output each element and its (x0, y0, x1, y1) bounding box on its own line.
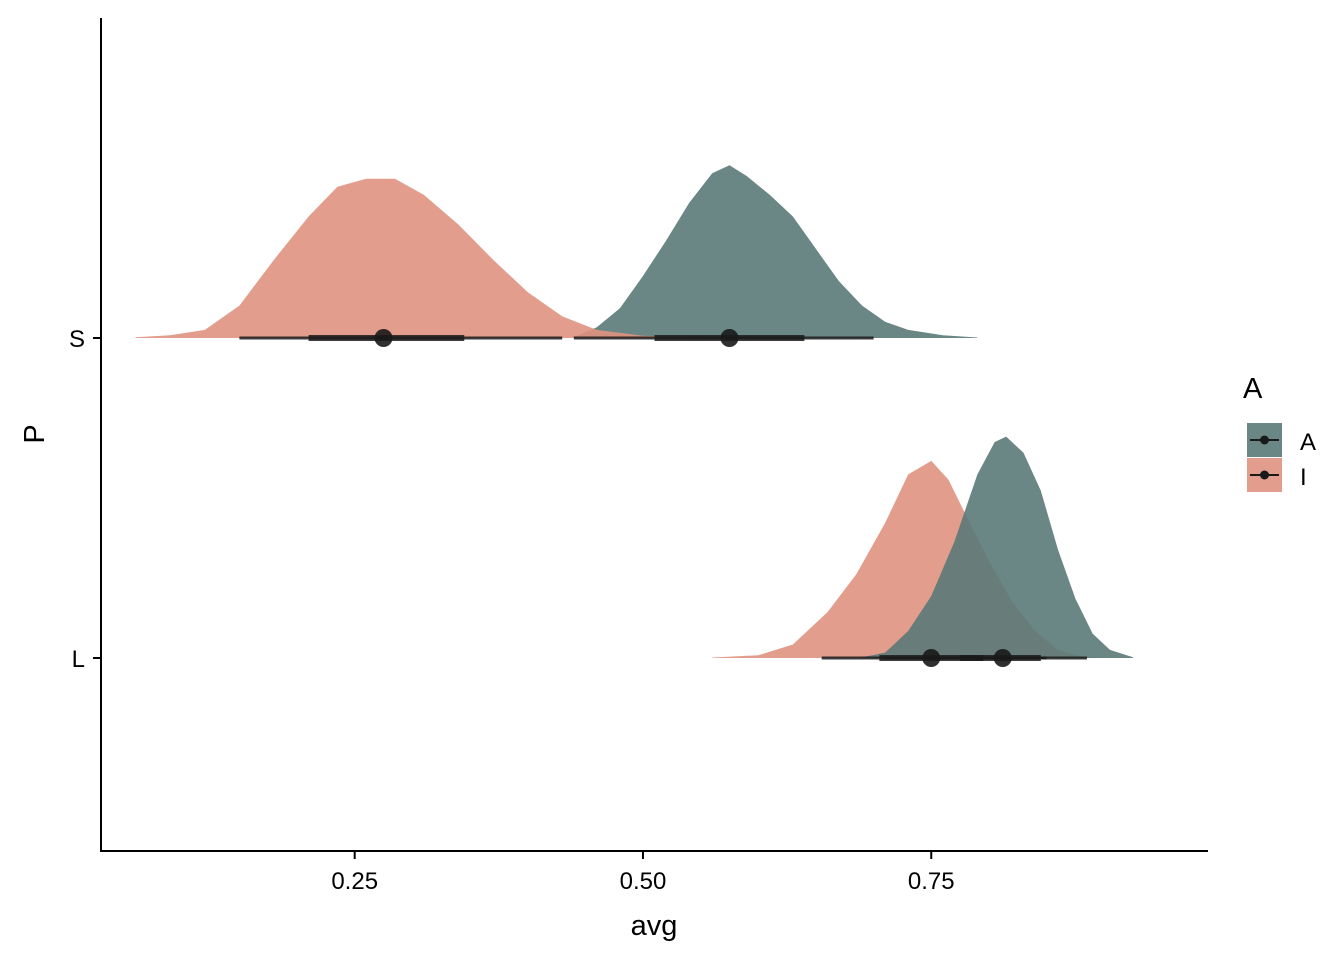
legend: A AI (1243, 373, 1316, 492)
legend-key-point-I (1260, 470, 1269, 480)
y-tick-label-L: L (72, 646, 85, 673)
density-layer (135, 165, 1133, 658)
axes-layer: 0.25 0.50 0.75 S L (69, 18, 1208, 895)
y-axis-title: P (19, 424, 51, 443)
point-L-A (993, 649, 1012, 667)
y-tick-label-S: S (69, 326, 85, 353)
legend-entry-I: I (1247, 458, 1307, 492)
density-S-A (573, 165, 978, 338)
legend-entry-A: A (1247, 423, 1316, 457)
legend-label-I: I (1300, 464, 1307, 491)
legend-label-A: A (1300, 429, 1316, 456)
density-S-I (135, 178, 701, 338)
density-L-A (862, 436, 1133, 658)
x-axis-title: avg (631, 910, 678, 942)
x-tick-label-0.50: 0.50 (620, 868, 667, 895)
interval-layer (239, 329, 1087, 667)
x-tick-label-0.75: 0.75 (908, 868, 955, 895)
point-S-I (374, 329, 393, 347)
point-S-A (720, 329, 739, 347)
x-tick-label-0.25: 0.25 (331, 868, 378, 895)
legend-title: A (1243, 373, 1263, 405)
legend-key-point-A (1260, 435, 1269, 445)
